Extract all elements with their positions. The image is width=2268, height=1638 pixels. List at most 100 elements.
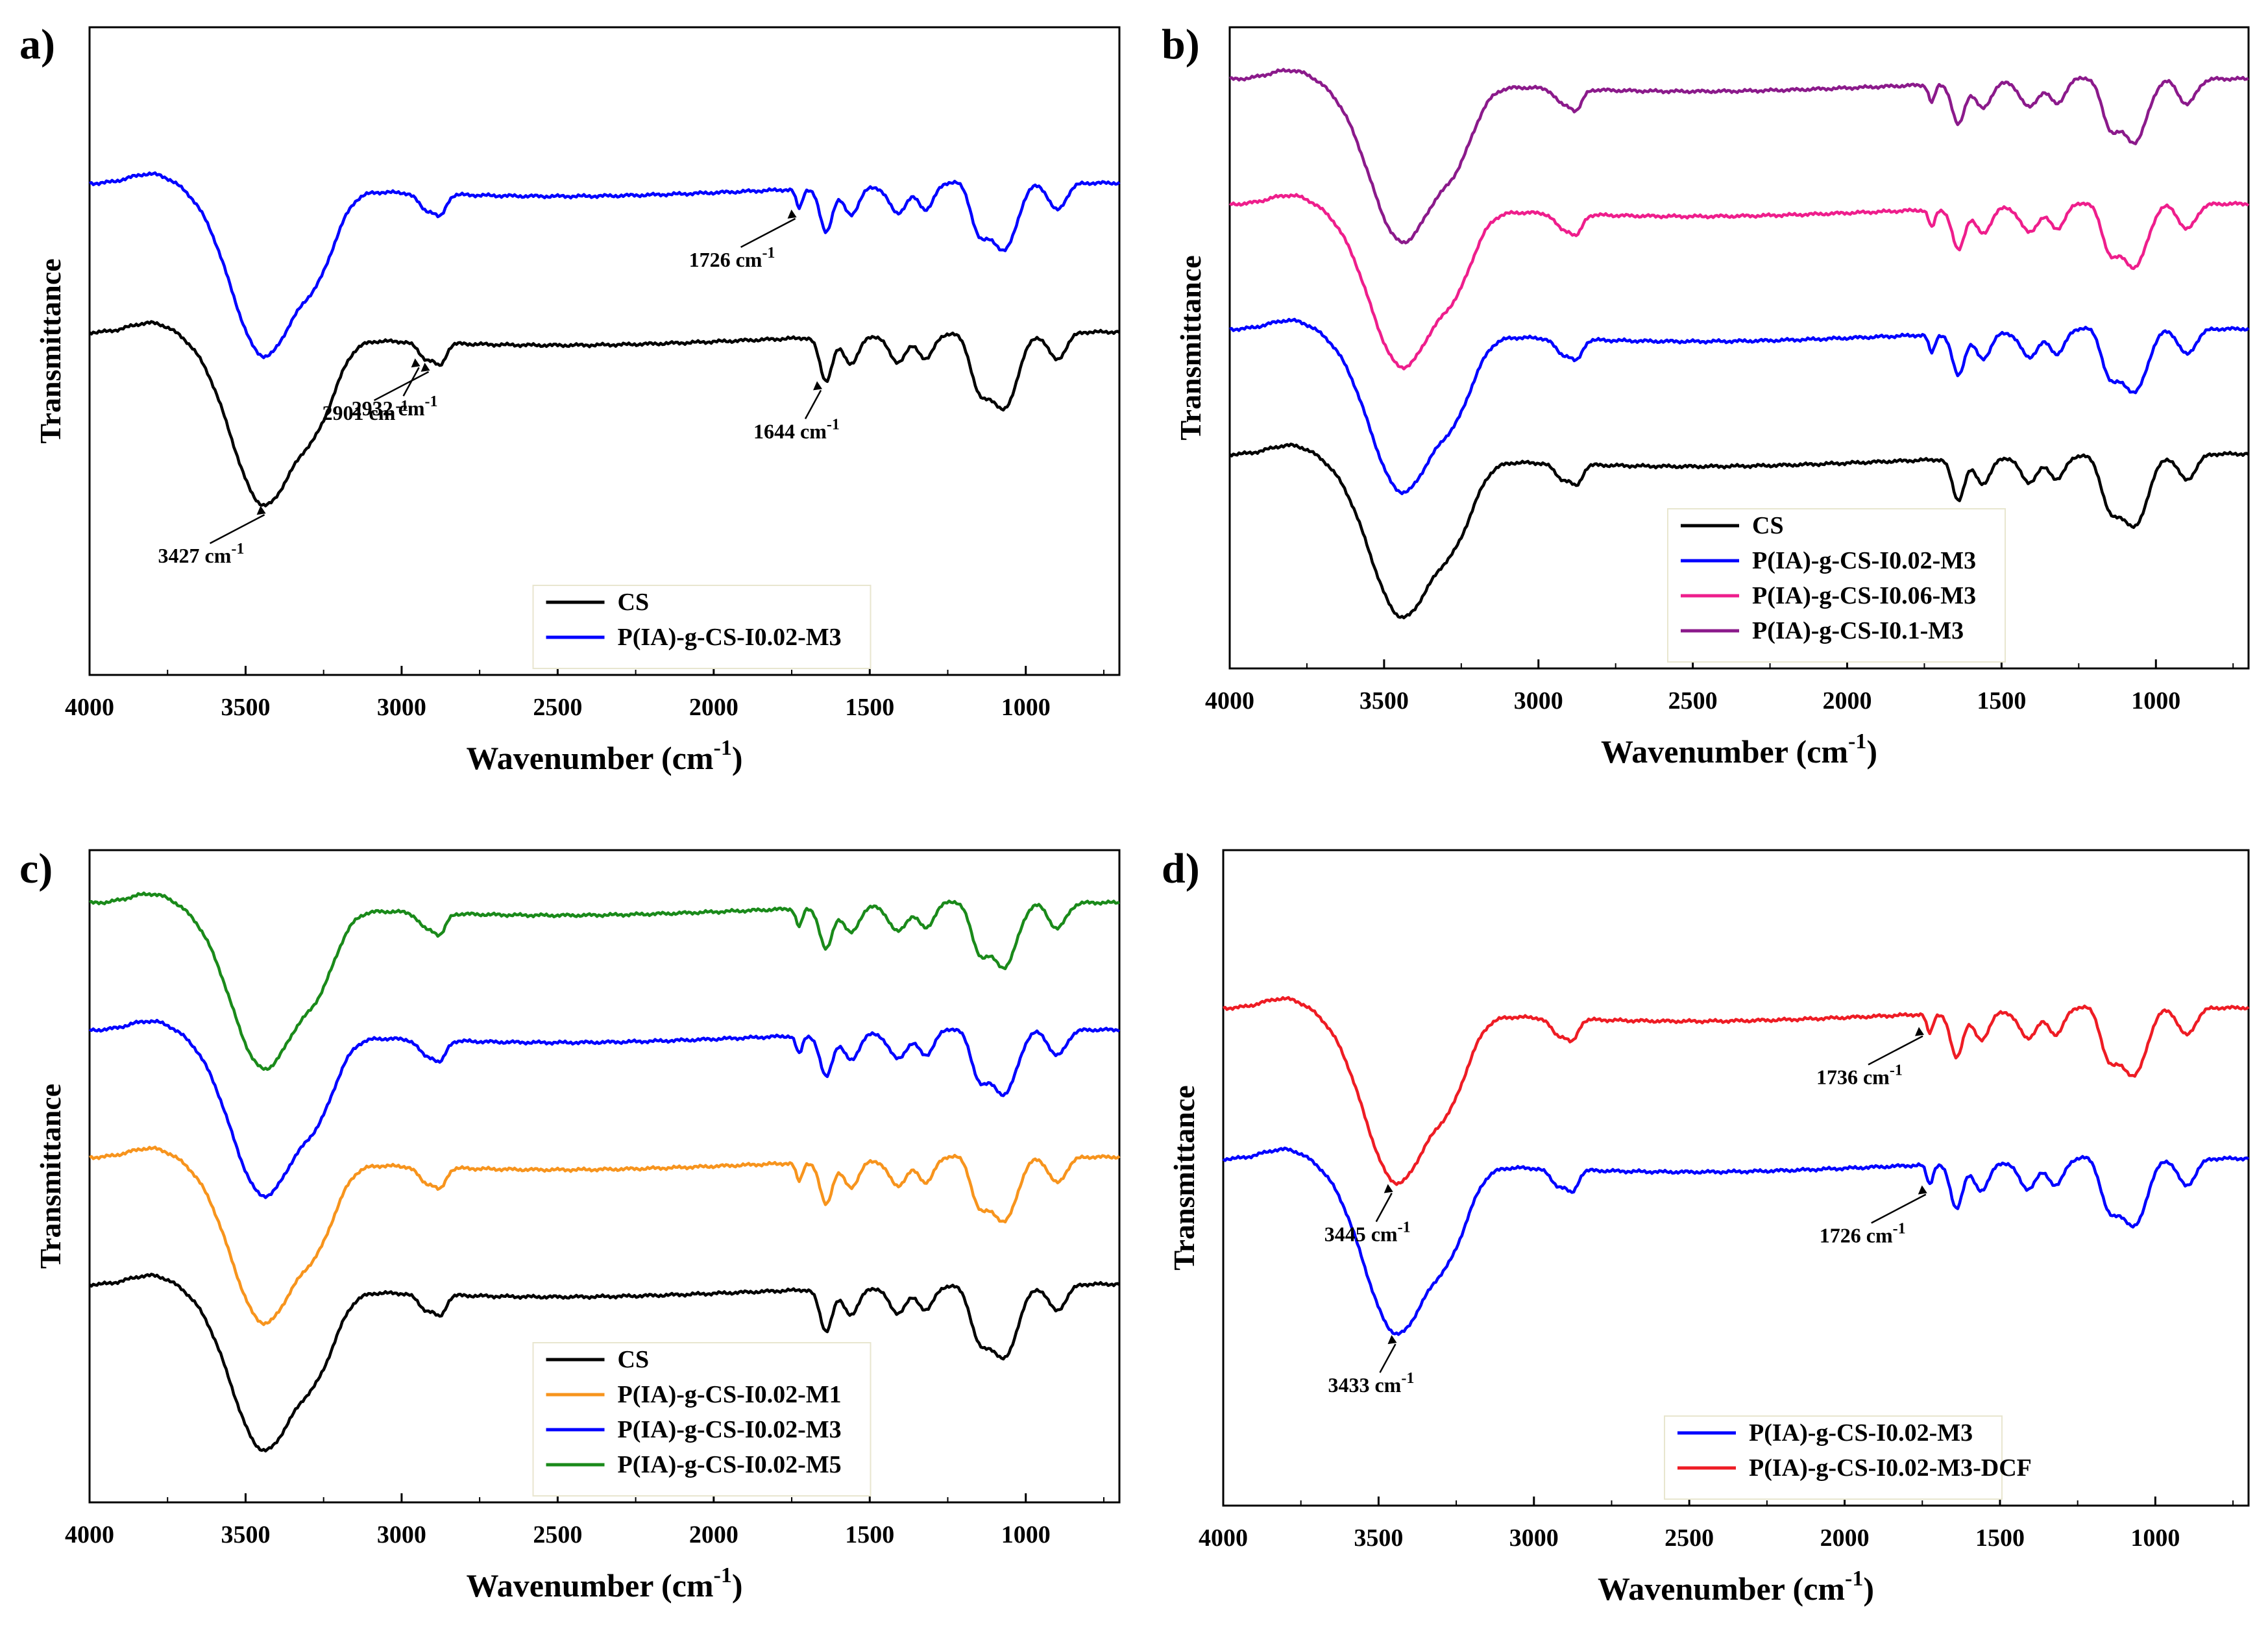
series-line-p-ia-g-cs-i0-02-m3: [1222, 1146, 2250, 1336]
x-tick-label: 2500: [1668, 687, 1718, 715]
series-line-p-ia-g-cs-i0-02-m3-dcf: [1223, 996, 2250, 1186]
legend-entry: P(IA)-g-CS-I0.02-M3: [1752, 547, 1976, 574]
series-line-cs: [88, 1273, 1121, 1453]
panel-b: b) 4000 3500 3000 2500 2000 1500 1000 Wavenumber…: [1162, 21, 2250, 770]
annotation-arrowhead: [1387, 1335, 1397, 1345]
x-tick-label: 2500: [1664, 1524, 1714, 1552]
series-line-p-ia-g-cs-i0-1-m3: [1229, 67, 2249, 245]
legend-entry: CS: [618, 589, 650, 616]
x-tick-label: 3500: [221, 1521, 270, 1548]
x-tick-label: 2000: [1820, 1524, 1870, 1552]
x-tick-label: 2000: [689, 694, 738, 721]
series-line-p-ia-g-cs-i0-02-m3: [1229, 317, 2250, 496]
plot-frame: [1222, 849, 2250, 1507]
annotation-label: 3433 cm-1: [1328, 1370, 1414, 1397]
legend-entry: P(IA)-g-CS-I0.02-M3: [1749, 1419, 1973, 1447]
legend-entry: P(IA)-g-CS-I0.02-M3: [618, 1416, 842, 1443]
annotation-arrow: [740, 217, 796, 248]
legend-box: [1667, 508, 2006, 663]
x-tick-label: 3000: [1514, 687, 1563, 715]
x-tick-label: 4000: [65, 1521, 114, 1548]
x-tick-label: 3000: [377, 1521, 426, 1548]
panel-a: a) 4000 3500 3000 2500 2000 1500 1000 Wavenumber…: [19, 21, 1121, 776]
x-tick-label: 1000: [1001, 1521, 1051, 1548]
x-tick-label: 2500: [533, 1521, 582, 1548]
x-tick-label: 1500: [845, 1521, 894, 1548]
plot-frame: [88, 26, 1121, 676]
x-tick-label: 4000: [65, 694, 114, 721]
y-axis-label: Transmittance: [34, 258, 67, 443]
series-line-cs: [1228, 443, 2250, 620]
series-line-p-ia-g-cs-i0-02-m5: [89, 891, 1120, 1071]
annotation-arrow: [1871, 1193, 1927, 1224]
legend-entry: P(IA)-g-CS-I0.1-M3: [1752, 617, 1964, 644]
series-line-p-ia-g-cs-i0-06-m3: [1228, 193, 2250, 371]
panel-label: a): [19, 21, 55, 68]
x-tick-label: 1000: [1001, 694, 1051, 721]
legend-entry: P(IA)-g-CS-I0.02-M3: [618, 624, 842, 651]
annotation-arrow: [1379, 1343, 1396, 1373]
x-tick-label: 1500: [1975, 1524, 2025, 1552]
x-tick-label: 1000: [2130, 1524, 2180, 1552]
annotation-arrow: [373, 371, 430, 402]
x-tick-label: 1500: [1977, 687, 2026, 715]
plot-frame: [88, 849, 1121, 1504]
annotation-label: 1726 cm-1: [689, 245, 775, 271]
x-axis-label: Wavenumber (cm-1): [467, 736, 743, 776]
legend-box: [532, 1342, 872, 1497]
panel-c: c) 4000 3500 3000 2500 2000 1500 1000 Wavenumber…: [19, 845, 1121, 1604]
panel-label: b): [1162, 21, 1200, 68]
annotation-arrowhead: [1918, 1185, 1927, 1195]
annotation-label: 1736 cm-1: [1816, 1062, 1903, 1089]
x-tick-label: 3500: [1354, 1524, 1403, 1552]
x-axis-label: Wavenumber (cm-1): [467, 1563, 743, 1604]
x-tick-label: 4000: [1205, 687, 1254, 715]
panel-d: d) 4000 3500 3000 2500 2000 1500 1000 Wavenumber…: [1162, 845, 2250, 1607]
legend-entry: P(IA)-g-CS-I0.02-M1: [618, 1381, 842, 1408]
legend-entry: P(IA)-g-CS-I0.06-M3: [1752, 582, 1976, 609]
annotation-arrow: [1375, 1192, 1393, 1223]
x-axis-label: Wavenumber (cm-1): [1601, 729, 1877, 770]
y-axis-label: Transmittance: [1167, 1085, 1201, 1270]
x-tick-label: 1000: [2131, 687, 2180, 715]
annotation-arrow: [209, 514, 265, 544]
legend-entry: P(IA)-g-CS-I0.02-M3-DCF: [1749, 1454, 2032, 1482]
annotation-arrowhead: [1914, 1027, 1924, 1036]
x-tick-label: 3000: [1509, 1524, 1559, 1552]
annotation-label: 3427 cm-1: [158, 541, 245, 567]
series-line-p-ia-g-cs-i0-02-m1: [89, 1145, 1121, 1326]
annotation-label: 2932 cm-1: [352, 393, 438, 420]
annotation-label: 1644 cm-1: [753, 416, 840, 443]
annotation-label: 2901 cm-1: [323, 398, 409, 424]
series-line-p-ia-g-cs-i0-02-m3: [89, 171, 1121, 360]
x-tick-label: 3500: [221, 694, 270, 721]
annotation-arrowhead: [421, 362, 430, 372]
annotation-label: 3445 cm-1: [1324, 1219, 1411, 1246]
annotation-arrowhead: [411, 358, 421, 368]
plot-frame: [1228, 26, 2250, 670]
annotation-arrow: [1868, 1035, 1923, 1066]
legend-entry: CS: [618, 1346, 650, 1373]
annotation-arrow: [804, 389, 822, 419]
x-tick-label: 4000: [1199, 1524, 1248, 1552]
x-tick-label: 3000: [377, 694, 426, 721]
x-tick-label: 2000: [1823, 687, 1872, 715]
series-line-cs: [88, 320, 1121, 507]
x-tick-label: 2500: [533, 694, 582, 721]
x-tick-label: 2000: [689, 1521, 738, 1548]
y-axis-label: Transmittance: [1174, 255, 1207, 440]
annotation-arrowhead: [813, 381, 823, 391]
x-axis-label: Wavenumber (cm-1): [1598, 1567, 1874, 1607]
x-tick-label: 3500: [1360, 687, 1409, 715]
annotation-arrowhead: [1384, 1184, 1393, 1193]
annotation-label: 1726 cm-1: [1820, 1221, 1906, 1247]
series-line-p-ia-g-cs-i0-02-m3: [88, 1018, 1121, 1199]
y-axis-label: Transmittance: [34, 1084, 67, 1269]
x-tick-label: 1500: [845, 694, 894, 721]
annotation-arrowhead: [256, 506, 266, 515]
panel-label: d): [1162, 845, 1200, 892]
annotation-arrowhead: [787, 209, 797, 219]
legend-entry: P(IA)-g-CS-I0.02-M5: [618, 1451, 842, 1478]
legend-entry: CS: [1752, 512, 1784, 539]
